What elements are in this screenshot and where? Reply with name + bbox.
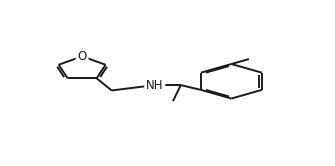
Text: NH: NH [146, 79, 163, 92]
Text: O: O [77, 50, 87, 63]
